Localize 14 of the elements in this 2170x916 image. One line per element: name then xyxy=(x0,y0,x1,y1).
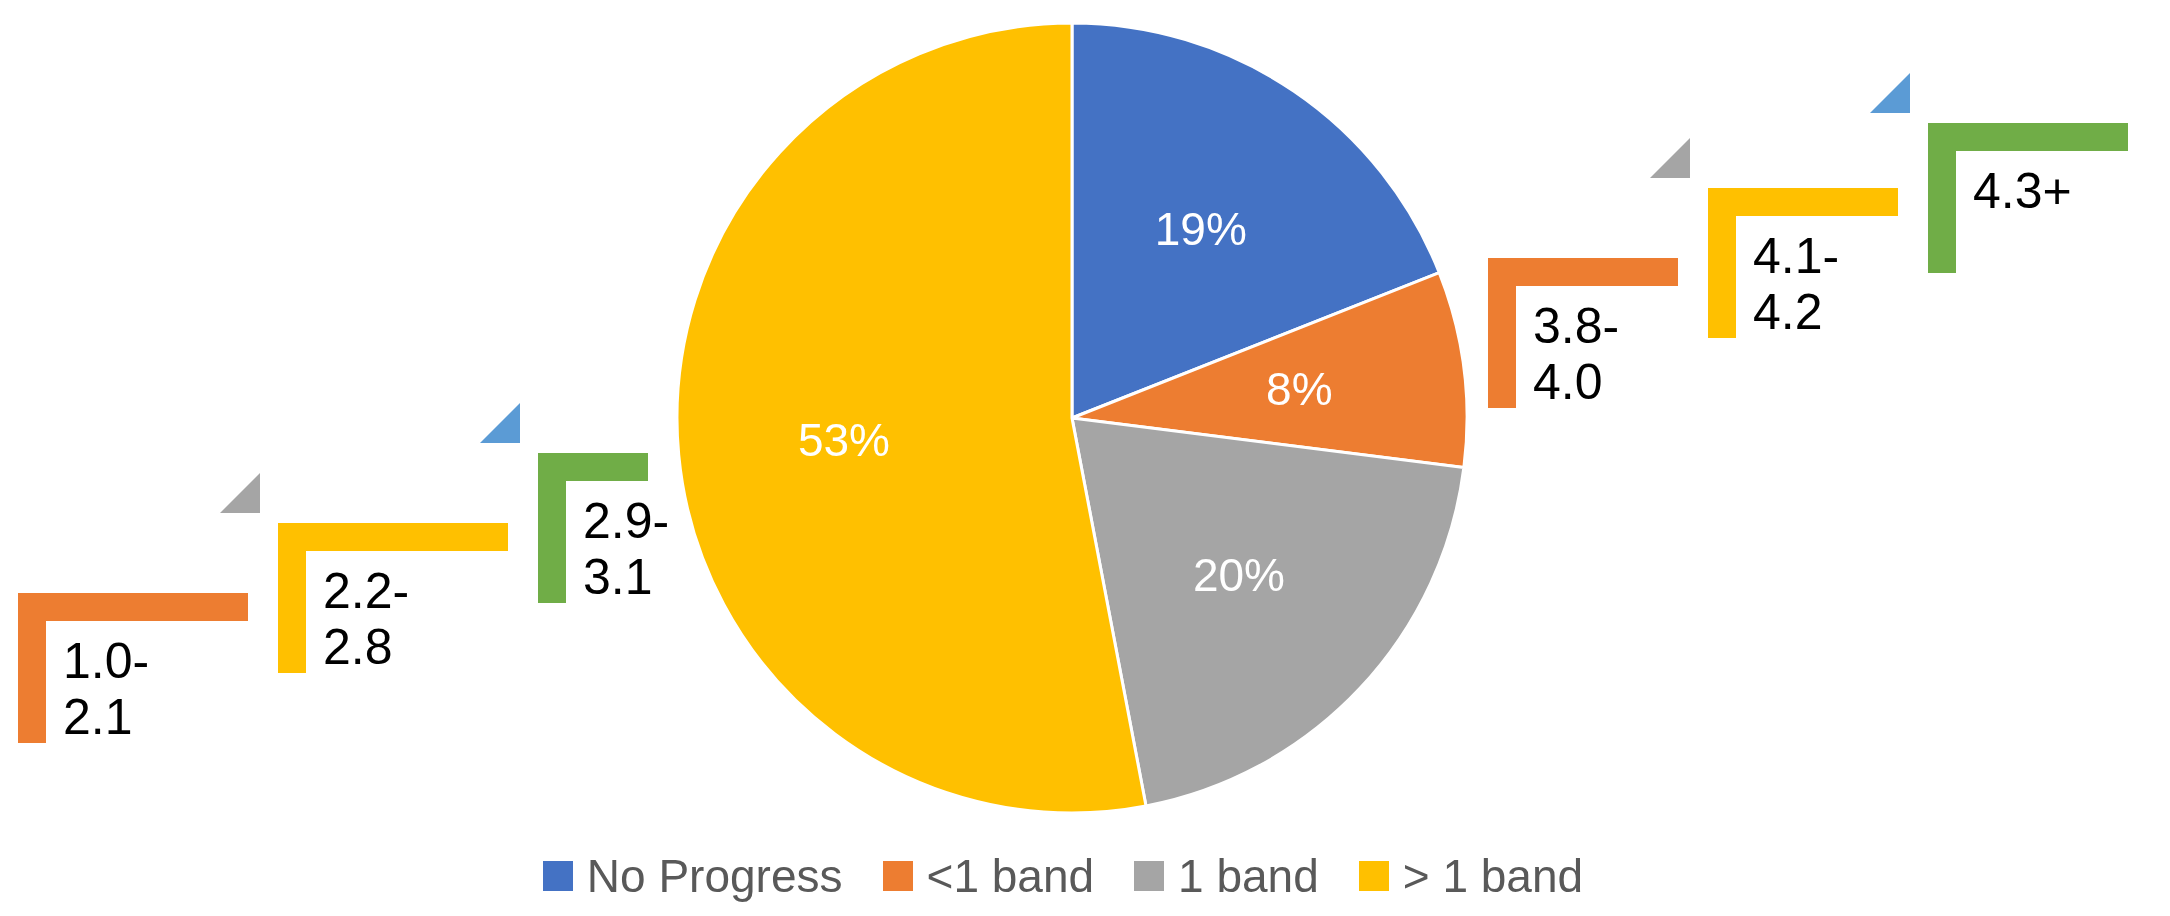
text: 2.9-3.1 xyxy=(583,493,670,605)
legend-label: 1 band xyxy=(1178,849,1319,903)
text: 2.2-2.8 xyxy=(323,563,410,675)
data-label: 8% xyxy=(1266,363,1333,416)
text: 4.3+ xyxy=(1973,163,2072,219)
legend-label: <1 band xyxy=(926,849,1095,903)
data-label: 20% xyxy=(1192,548,1286,601)
data-label: 53% xyxy=(797,413,890,466)
legend-label: > 1 band xyxy=(1402,849,1584,903)
text: 3.8-4.0 xyxy=(1533,298,1620,410)
data-label: 19% xyxy=(1154,202,1247,255)
legend-label: No Progress xyxy=(586,849,843,903)
text: 1.0-2.1 xyxy=(63,633,150,745)
text: 4.1-4.2 xyxy=(1753,228,1840,340)
